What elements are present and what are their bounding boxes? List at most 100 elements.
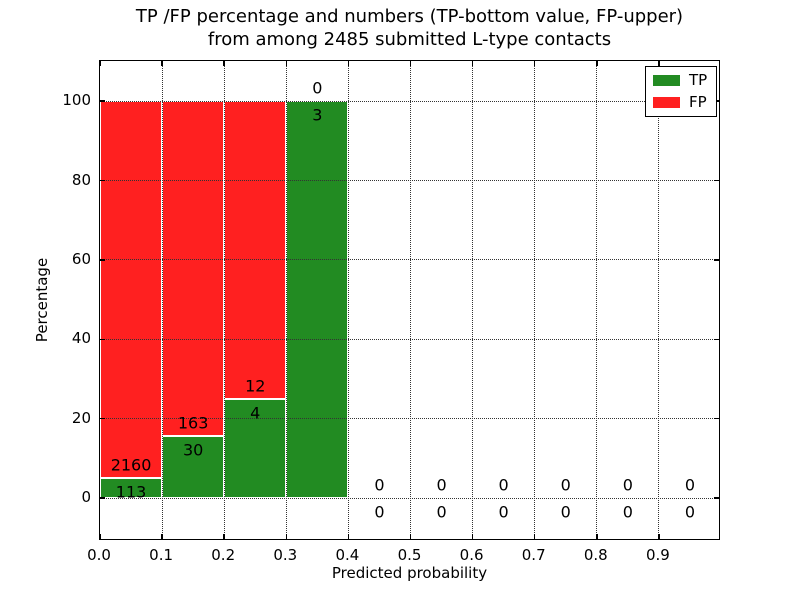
y-tick-mark: [714, 179, 719, 182]
tp-bar-segment: [224, 398, 287, 499]
y-tick-mark: [100, 259, 105, 261]
x-tick-mark: [596, 61, 598, 66]
y-tick-label: 0: [81, 488, 91, 507]
y-tick-label: 60: [71, 249, 91, 268]
y-tick-mark: [714, 259, 719, 261]
horizontal-gridline: [100, 338, 719, 340]
x-tick-mark: [99, 61, 101, 66]
fp-count-label: 0: [312, 78, 323, 98]
x-tick-mark: [285, 534, 288, 539]
legend-label: FP: [689, 93, 707, 111]
fp-count-label: 0: [560, 475, 571, 495]
chart-title-line2: from among 2485 submitted L-type contact…: [207, 29, 612, 50]
fp-count-label: 12: [245, 376, 266, 396]
x-tick-mark: [658, 534, 660, 539]
horizontal-gridline: [100, 497, 719, 499]
vertical-gridline: [223, 61, 225, 539]
horizontal-gridline: [100, 259, 719, 261]
x-tick-mark: [409, 534, 412, 539]
tp-count-label: 30: [182, 440, 204, 460]
fp-count-label: 0: [622, 475, 633, 495]
plot-area: 2160 113 163 30 12 4 0 3 0 0 0 0 0 0 0 0 0 0 0 0: [99, 60, 720, 540]
fp-count-label: 2160: [110, 455, 152, 475]
x-tick-label: 0.0: [87, 546, 111, 564]
horizontal-gridline: [100, 100, 719, 102]
x-tick-label: 0.1: [149, 546, 174, 564]
y-tick-mark: [714, 338, 719, 341]
fp-count-label: 163: [177, 413, 209, 433]
legend-label: TP: [689, 71, 708, 89]
x-tick-mark: [658, 61, 660, 66]
y-tick-mark: [100, 497, 105, 499]
fp-bar-segment: [224, 101, 287, 399]
y-tick-mark: [714, 417, 719, 420]
x-tick-mark: [409, 61, 412, 66]
fp-count-label: 0: [374, 475, 385, 495]
y-tick-mark: [100, 338, 105, 341]
vertical-gridline: [285, 61, 287, 539]
x-tick-label: 0.4: [335, 546, 360, 564]
y-tick-mark: [100, 417, 105, 420]
fp-count-label: 0: [498, 475, 509, 495]
fp-bar-segment: [162, 101, 225, 437]
x-tick-mark: [347, 61, 350, 66]
x-tick-label: 0.8: [583, 546, 608, 564]
x-tick-mark: [347, 534, 350, 539]
x-tick-mark: [471, 61, 474, 66]
x-tick-label: 0.7: [521, 546, 546, 564]
fp-bar-segment: [100, 101, 163, 479]
y-tick-mark: [100, 100, 105, 102]
x-tick-mark: [161, 534, 163, 539]
tp-bar-segment: [286, 101, 349, 499]
y-tick-label: 40: [71, 329, 91, 348]
horizontal-gridline: [100, 180, 719, 181]
chart-title-line1: TP /FP percentage and numbers (TP-bottom…: [135, 6, 684, 27]
tp-count-label: 0: [622, 502, 633, 522]
tp-count-label: 0: [684, 502, 696, 522]
x-tick-mark: [285, 61, 288, 66]
fp-count-label: 0: [684, 475, 696, 495]
x-axis-label: Predicted probability: [331, 564, 488, 582]
horizontal-gridline: [100, 418, 719, 420]
vertical-gridline: [534, 61, 536, 539]
legend-swatch-fp: [653, 97, 680, 108]
tp-count-label: 0: [498, 502, 509, 522]
tp-count-label: 0: [560, 502, 571, 522]
tp-count-label: 3: [312, 105, 323, 125]
tp-count-label: 0: [374, 502, 385, 522]
x-tick-mark: [596, 534, 598, 539]
x-tick-mark: [161, 61, 163, 66]
x-tick-label: 0.2: [211, 546, 236, 564]
vertical-gridline: [472, 61, 474, 539]
legend-entry-tp: TP: [653, 73, 707, 88]
x-tick-mark: [533, 61, 536, 66]
y-tick-mark: [100, 179, 105, 182]
x-tick-mark: [471, 534, 474, 539]
legend-entry-fp: FP: [653, 95, 707, 110]
x-tick-label: 0.5: [397, 546, 422, 564]
x-tick-mark: [533, 534, 536, 539]
y-tick-mark: [714, 497, 719, 499]
y-tick-label: 20: [71, 408, 91, 427]
x-tick-label: 0.6: [459, 546, 484, 564]
tp-count-label: 113: [115, 482, 147, 502]
vertical-gridline: [658, 61, 660, 539]
vertical-gridline: [347, 61, 349, 539]
tp-count-label: 0: [436, 502, 447, 522]
x-tick-mark: [99, 534, 101, 539]
x-tick-label: 0.9: [645, 546, 670, 564]
fp-count-label: 0: [436, 475, 447, 495]
y-tick-label: 80: [71, 170, 91, 189]
y-tick-label: 100: [62, 91, 91, 110]
x-tick-mark: [223, 534, 225, 539]
legend: TP FP: [645, 66, 718, 117]
legend-swatch-tp: [653, 75, 680, 86]
x-tick-label: 0.3: [273, 546, 298, 564]
tp-count-label: 4: [250, 403, 261, 423]
x-tick-mark: [223, 61, 225, 66]
vertical-gridline: [596, 61, 598, 539]
vertical-gridline: [410, 61, 411, 539]
tp-bar-segment: [162, 436, 225, 499]
vertical-gridline: [161, 61, 163, 539]
